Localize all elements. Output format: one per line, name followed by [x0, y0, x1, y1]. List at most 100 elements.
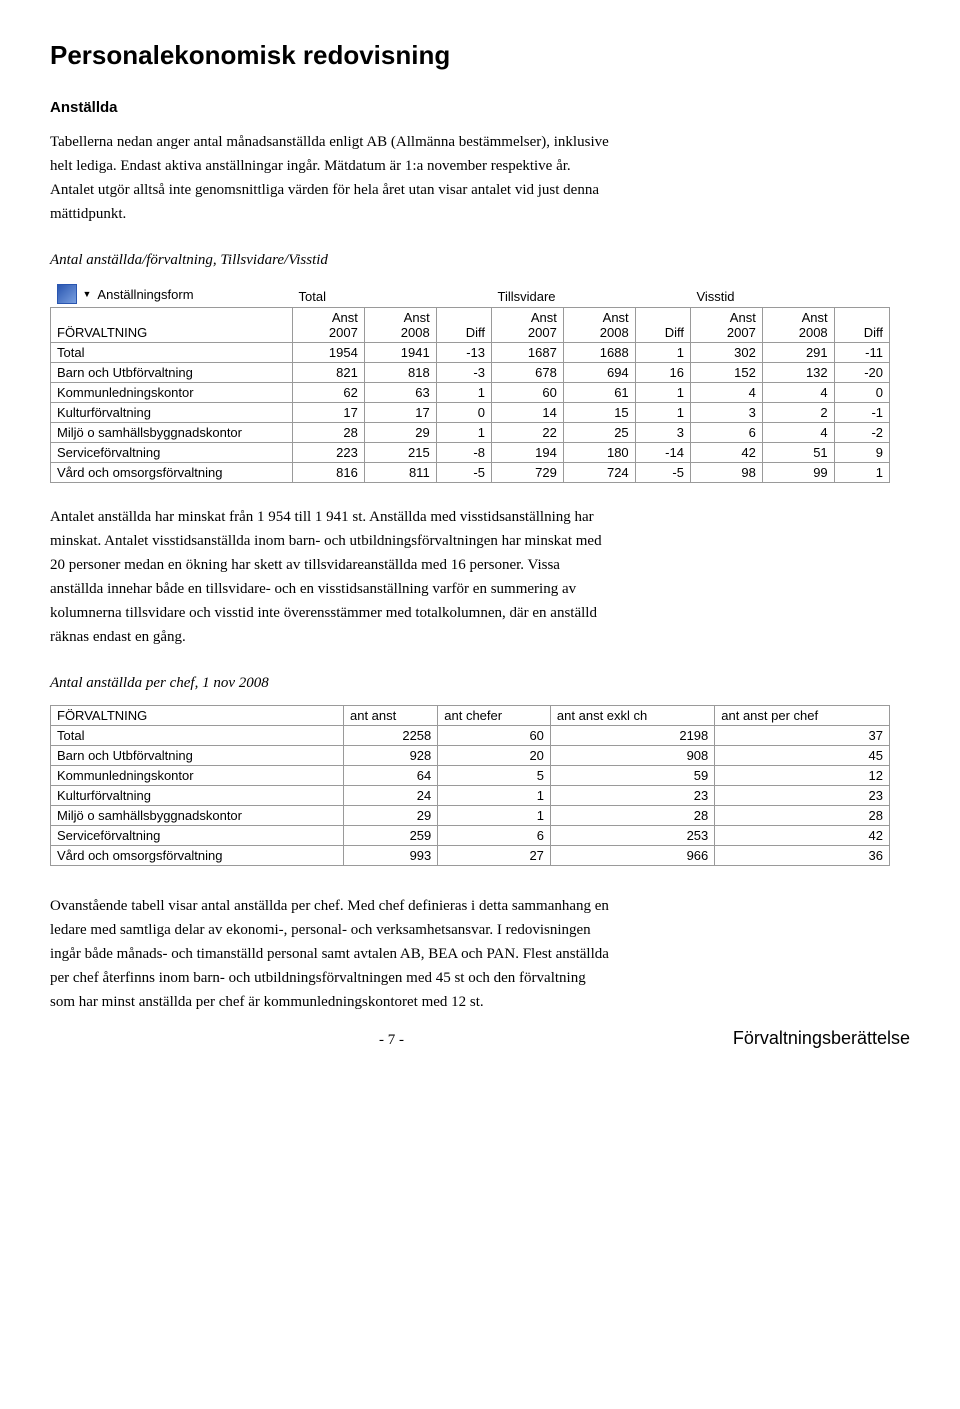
- table-cell: 694: [563, 363, 635, 383]
- col-diff: Diff: [436, 308, 491, 343]
- group-header-tillsvidare: Tillsvidare: [491, 282, 690, 308]
- table-cell: 6: [438, 826, 551, 846]
- table-cell: 818: [364, 363, 436, 383]
- table-cell: 1: [438, 806, 551, 826]
- table-cell: 5: [438, 766, 551, 786]
- table-cell: 28: [550, 806, 714, 826]
- table-cell: 821: [293, 363, 365, 383]
- table-row-label: Vård och omsorgsförvaltning: [51, 463, 293, 483]
- table-row-label: Total: [51, 343, 293, 363]
- table-cell: 908: [550, 746, 714, 766]
- table-cell: 64: [344, 766, 438, 786]
- table-cell: 3: [635, 423, 690, 443]
- table-row-label: Kommunledningskontor: [51, 766, 344, 786]
- col-anst2007: Anst2007: [293, 308, 365, 343]
- page-number: - 7 -: [379, 1032, 404, 1049]
- col-anst2007: Anst2007: [491, 308, 563, 343]
- table-cell: 4: [690, 383, 762, 403]
- table-cell: 302: [690, 343, 762, 363]
- table-cell: 42: [690, 443, 762, 463]
- table-row-label: Serviceförvaltning: [51, 826, 344, 846]
- table-cell: -20: [834, 363, 889, 383]
- table-cell: 16: [635, 363, 690, 383]
- table-cell: 1687: [491, 343, 563, 363]
- table-cell: 2: [762, 403, 834, 423]
- table-cell: 22: [491, 423, 563, 443]
- table-row-label: Kulturförvaltning: [51, 403, 293, 423]
- table-row-label: Kulturförvaltning: [51, 786, 344, 806]
- t2-h1: ant anst: [344, 706, 438, 726]
- section-heading-anstallda: Anställda: [50, 99, 910, 116]
- table-cell: 37: [715, 726, 890, 746]
- col-diff: Diff: [635, 308, 690, 343]
- table-cell: 194: [491, 443, 563, 463]
- table-cell: -13: [436, 343, 491, 363]
- table-cell: 729: [491, 463, 563, 483]
- table-row-label: Barn och Utbförvaltning: [51, 363, 293, 383]
- table-cell: 993: [344, 846, 438, 866]
- table-cell: 966: [550, 846, 714, 866]
- cube-icon: [57, 284, 77, 304]
- bottom-paragraph: Ovanstående tabell visar antal anställda…: [50, 894, 610, 1014]
- table-cell: 98: [690, 463, 762, 483]
- table-cell: 928: [344, 746, 438, 766]
- table-cell: 99: [762, 463, 834, 483]
- col-anst2008: Anst2008: [364, 308, 436, 343]
- table-cell: -3: [436, 363, 491, 383]
- table-cell: 0: [834, 383, 889, 403]
- table-cell: 1: [834, 463, 889, 483]
- table-row-label: Barn och Utbförvaltning: [51, 746, 344, 766]
- table-cell: 36: [715, 846, 890, 866]
- table-cell: 42: [715, 826, 890, 846]
- table-anstallda-per-chef: FÖRVALTNING ant anst ant chefer ant anst…: [50, 705, 890, 866]
- table-cell: 1688: [563, 343, 635, 363]
- table-cell: -11: [834, 343, 889, 363]
- table-cell: 180: [563, 443, 635, 463]
- t2-h2: ant chefer: [438, 706, 551, 726]
- chevron-down-icon: ▼: [83, 289, 92, 299]
- table-cell: 45: [715, 746, 890, 766]
- table-cell: 223: [293, 443, 365, 463]
- table-cell: 6: [690, 423, 762, 443]
- cube-label: Anställningsform: [97, 287, 193, 302]
- table-cell: 215: [364, 443, 436, 463]
- table-cell: 152: [690, 363, 762, 383]
- table-cell: 27: [438, 846, 551, 866]
- table-row-label: Vård och omsorgsförvaltning: [51, 846, 344, 866]
- group-header-total: Total: [293, 282, 492, 308]
- table-cell: -8: [436, 443, 491, 463]
- col-anst2007: Anst2007: [690, 308, 762, 343]
- table-cell: 132: [762, 363, 834, 383]
- mid-paragraph: Antalet anställda har minskat från 1 954…: [50, 505, 610, 649]
- table-cell: 28: [293, 423, 365, 443]
- table-cell: 29: [344, 806, 438, 826]
- table-cell: 2198: [550, 726, 714, 746]
- table-cell: 61: [563, 383, 635, 403]
- table-cell: 9: [834, 443, 889, 463]
- table-cell: 1: [635, 383, 690, 403]
- table-cell: 12: [715, 766, 890, 786]
- table-cell: 20: [438, 746, 551, 766]
- table-cell: -14: [635, 443, 690, 463]
- table-cell: 60: [491, 383, 563, 403]
- table-cell: 17: [293, 403, 365, 423]
- table-cell: 24: [344, 786, 438, 806]
- table2-caption: Antal anställda per chef, 1 nov 2008: [50, 671, 610, 695]
- table-cell: 15: [563, 403, 635, 423]
- group-header-visstid: Visstid: [690, 282, 889, 308]
- table-cell: 291: [762, 343, 834, 363]
- intro-paragraph: Tabellerna nedan anger antal månadsanstä…: [50, 130, 610, 226]
- table-cell: 29: [364, 423, 436, 443]
- table-cell: 1954: [293, 343, 365, 363]
- table-cell: -1: [834, 403, 889, 423]
- table-cell: -5: [436, 463, 491, 483]
- table-cell: -2: [834, 423, 889, 443]
- table-cell: 17: [364, 403, 436, 423]
- t2-h0: FÖRVALTNING: [51, 706, 344, 726]
- table-cell: 259: [344, 826, 438, 846]
- cube-header: ▼ Anställningsform: [51, 282, 293, 308]
- table-cell: 51: [762, 443, 834, 463]
- t2-h4: ant anst per chef: [715, 706, 890, 726]
- table-cell: 816: [293, 463, 365, 483]
- t2-h3: ant anst exkl ch: [550, 706, 714, 726]
